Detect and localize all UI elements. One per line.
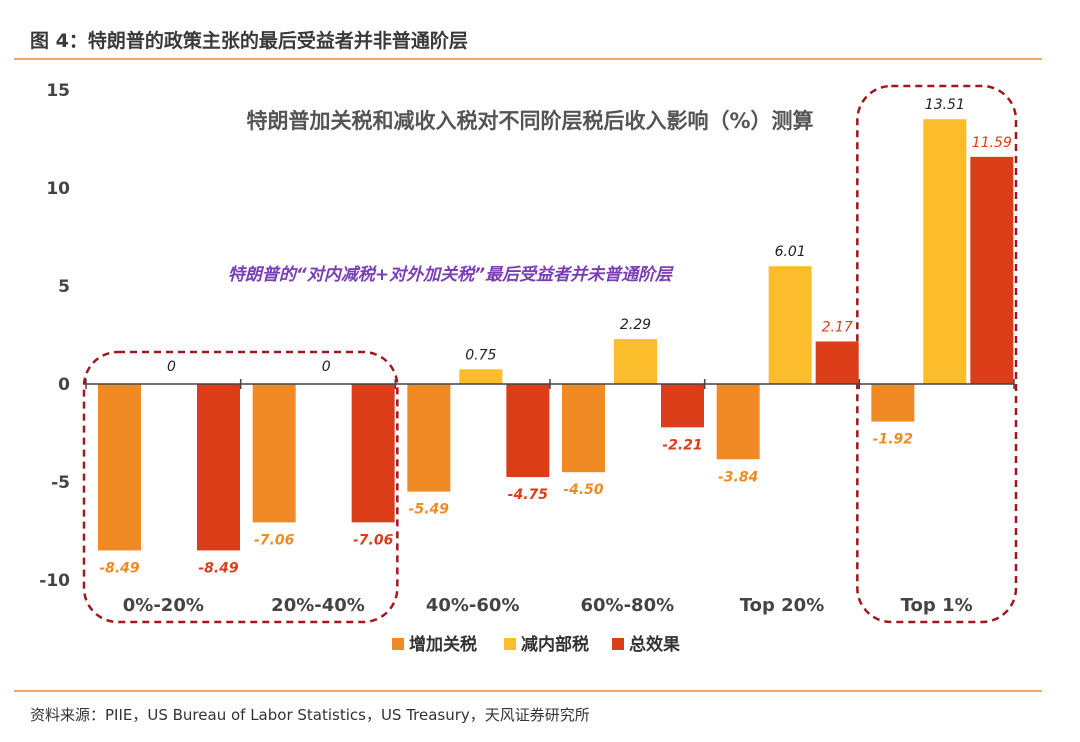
category-label: 60%-80% xyxy=(581,595,675,616)
data-label: -8.49 xyxy=(99,560,140,576)
y-tick-label: 10 xyxy=(46,179,70,199)
bottom-divider xyxy=(14,690,1042,692)
data-labels: -8.49 -7.06 -5.49 -4.50 -3.84 -1.92 0 0 0.75 2.29… xyxy=(99,97,1012,576)
data-label: 0 xyxy=(322,359,331,375)
data-label: -5.49 xyxy=(409,502,450,518)
data-label: -4.50 xyxy=(563,482,604,498)
legend-swatch xyxy=(612,638,624,650)
data-label: 11.59 xyxy=(972,135,1012,151)
data-label: -3.84 xyxy=(718,469,758,485)
bar-总效果-Top 1% xyxy=(970,156,1014,384)
data-label: 13.51 xyxy=(925,97,965,113)
data-label: -8.49 xyxy=(198,560,239,576)
category-label: 0%-20% xyxy=(123,595,204,616)
category-label: 20%-40% xyxy=(271,595,365,616)
legend-label: 增加关税 xyxy=(409,634,477,655)
bar-总效果-Top 20% xyxy=(815,341,859,384)
bars xyxy=(98,119,1014,551)
axes: 15 10 5 0 -5 -10 0%-20% 20%-40% 40%-60% 60%-80% To… xyxy=(39,81,1015,616)
highlight-box xyxy=(856,84,1018,624)
bar-增加关税-Top 20% xyxy=(716,384,760,460)
bar-增加关税-60%-80% xyxy=(562,384,605,473)
category-label: Top 20% xyxy=(740,595,825,616)
data-label: 0.75 xyxy=(465,347,496,363)
bar-总效果-20%-40% xyxy=(351,384,395,523)
legend-swatch xyxy=(392,638,404,650)
bar-减内部税-40%-60% xyxy=(459,369,503,384)
bar-增加关税-20%-40% xyxy=(252,384,296,523)
data-label: -2.21 xyxy=(662,437,702,453)
legend-swatch xyxy=(504,638,516,650)
data-label: -7.06 xyxy=(353,532,394,548)
y-tick-label: 0 xyxy=(58,375,70,395)
bar-减内部税-60%-80% xyxy=(614,339,657,384)
category-label: Top 1% xyxy=(901,595,973,616)
data-label: 6.01 xyxy=(775,244,806,260)
bar-减内部税-Top 20% xyxy=(768,266,812,384)
data-label: 2.17 xyxy=(822,319,853,335)
data-label: -1.92 xyxy=(873,432,913,448)
bar-增加关税-0%-20% xyxy=(98,384,141,551)
chart-annotation: 特朗普的“对内减税+对外加关税”最后受益者并未普通阶层 xyxy=(228,265,674,285)
legend-label: 总效果 xyxy=(629,634,680,655)
bar-减内部税-Top 1% xyxy=(923,119,967,384)
bar-chart: 15 10 5 0 -5 -10 0%-20% 20%-40% 40%-60% 60%-80% To… xyxy=(39,81,1018,655)
highlight-boxes xyxy=(82,84,1018,624)
y-tick-label: 15 xyxy=(46,81,70,101)
legend-label: 减内部税 xyxy=(521,634,589,655)
y-tick-label: -5 xyxy=(51,473,70,493)
bar-增加关税-40%-60% xyxy=(407,384,451,492)
data-label: -4.75 xyxy=(508,487,549,503)
y-tick-label: -10 xyxy=(39,571,70,591)
y-tick-label: 5 xyxy=(58,277,70,297)
bar-增加关税-Top 1% xyxy=(871,384,915,422)
top-divider xyxy=(14,58,1042,60)
data-label: 0 xyxy=(167,359,176,375)
category-label: 40%-60% xyxy=(426,595,520,616)
source-note: 资料来源：PIIE，US Bureau of Labor Statistics，… xyxy=(30,706,590,724)
bar-总效果-0%-20% xyxy=(197,384,240,551)
bar-总效果-40%-60% xyxy=(506,384,550,478)
legend: 增加关税 减内部税 总效果 xyxy=(392,634,680,655)
bar-总效果-60%-80% xyxy=(661,384,704,428)
highlight-box xyxy=(82,350,399,624)
data-label: 2.29 xyxy=(620,317,651,333)
chart-title: 特朗普加关税和减收入税对不同阶层税后收入影响（%）测算 xyxy=(246,109,813,133)
figure-title: 图 4：特朗普的政策主张的最后受益者并非普通阶层 xyxy=(30,30,468,52)
data-label: -7.06 xyxy=(254,532,295,548)
